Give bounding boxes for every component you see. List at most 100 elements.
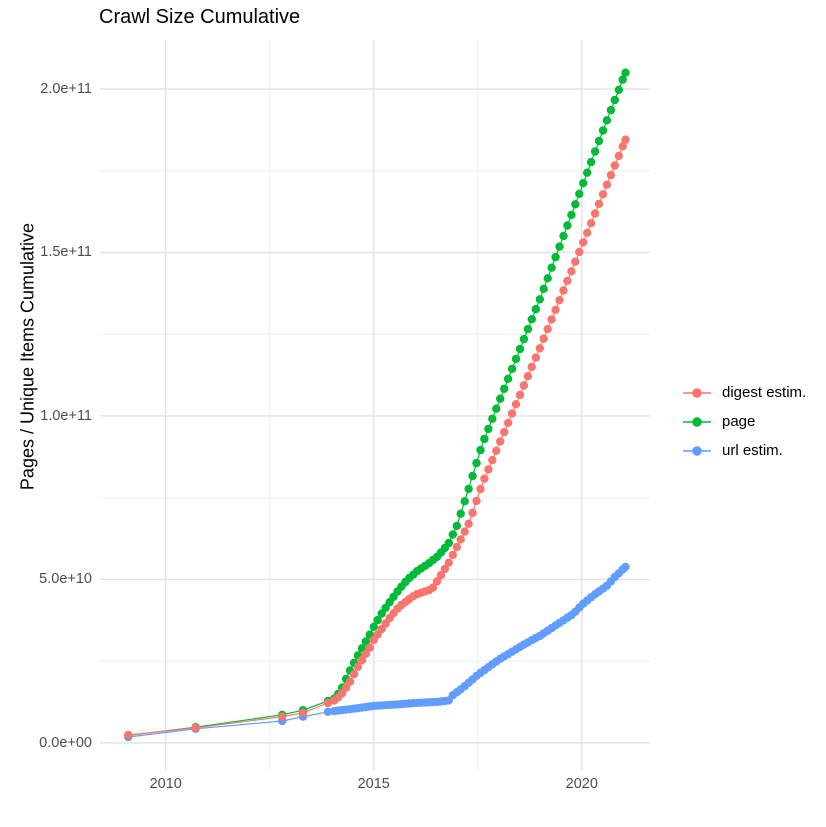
data-point xyxy=(579,238,588,247)
data-point xyxy=(480,434,489,444)
data-point xyxy=(464,484,473,494)
data-point xyxy=(559,286,568,295)
data-point xyxy=(594,136,604,146)
data-point xyxy=(575,189,584,198)
data-point xyxy=(464,519,473,528)
data-point xyxy=(621,68,630,77)
data-point xyxy=(571,200,580,209)
data-point xyxy=(436,571,446,580)
legend: digest estim. page url estim. xyxy=(681,378,806,465)
data-point xyxy=(551,252,560,262)
data-point xyxy=(444,558,453,567)
data-point xyxy=(515,344,525,354)
series-digest-estim xyxy=(124,135,630,740)
data-point xyxy=(484,465,493,474)
data-point xyxy=(583,168,592,177)
data-point xyxy=(555,242,564,251)
data-point xyxy=(448,550,457,560)
data-point xyxy=(621,135,630,144)
data-point xyxy=(602,116,612,125)
data-point xyxy=(444,538,453,548)
data-point xyxy=(571,257,580,266)
legend-item-page: page xyxy=(681,407,806,436)
data-point xyxy=(484,424,493,434)
data-point xyxy=(559,231,568,241)
data-point xyxy=(610,161,619,170)
gridlines-minor xyxy=(100,40,650,770)
data-point xyxy=(365,643,374,652)
data-point xyxy=(598,190,608,199)
data-point xyxy=(583,228,592,237)
data-point xyxy=(468,471,477,481)
data-point xyxy=(535,295,544,304)
data-point xyxy=(353,662,363,671)
gridlines-major xyxy=(100,40,650,770)
legend-key-page-icon xyxy=(683,416,711,427)
data-point xyxy=(456,509,465,518)
x-tick-label: 2020 xyxy=(565,776,598,792)
data-point xyxy=(460,527,469,536)
data-point xyxy=(614,85,623,95)
data-point xyxy=(594,199,604,209)
y-tick-label: 1.5e+11 xyxy=(40,244,92,261)
data-point xyxy=(590,209,600,218)
data-point xyxy=(547,263,556,272)
data-point xyxy=(586,157,596,167)
data-point xyxy=(547,315,556,324)
data-point xyxy=(448,530,457,539)
data-point xyxy=(345,677,355,686)
data-point xyxy=(551,305,560,314)
data-point xyxy=(452,542,461,552)
data-point xyxy=(191,723,200,732)
legend-label-digest-estim: digest estim. xyxy=(722,384,807,401)
data-point xyxy=(440,564,450,574)
data-point xyxy=(527,362,536,372)
data-point xyxy=(539,334,548,343)
data-point xyxy=(563,276,572,286)
y-tick-label: 5.0e+10 xyxy=(39,571,92,588)
data-point xyxy=(476,484,485,494)
data-point xyxy=(543,324,552,334)
data-point xyxy=(618,75,627,84)
legend-item-url-estim: url estim. xyxy=(681,436,806,465)
legend-key-url-icon xyxy=(683,445,711,456)
data-point xyxy=(357,656,367,665)
data-point xyxy=(432,577,442,586)
data-point xyxy=(500,427,509,437)
data-point xyxy=(369,622,378,631)
data-point xyxy=(480,474,489,483)
data-point xyxy=(452,521,461,531)
legend-label-url-estim: url estim. xyxy=(722,442,783,459)
data-point xyxy=(531,353,540,362)
data-point xyxy=(563,221,572,230)
data-point xyxy=(361,637,370,646)
data-point xyxy=(618,142,627,151)
data-point xyxy=(531,305,540,314)
x-tick-label: 2010 xyxy=(149,776,182,792)
data-point xyxy=(515,390,525,400)
data-point xyxy=(460,497,469,506)
data-point xyxy=(610,95,619,105)
data-point xyxy=(539,284,548,293)
data-point xyxy=(503,374,513,383)
data-point xyxy=(523,324,533,334)
data-point xyxy=(579,179,588,188)
data-point xyxy=(586,219,596,228)
data-point xyxy=(488,414,497,423)
series-url-estim xyxy=(124,562,630,742)
data-point xyxy=(298,708,308,717)
data-point xyxy=(511,354,521,364)
data-point xyxy=(500,384,509,393)
legend-item-digest-estim: digest estim. xyxy=(681,378,806,407)
x-tick-label: 2015 xyxy=(357,776,390,792)
y-tick-label: 1.0e+11 xyxy=(40,407,92,424)
data-point xyxy=(606,105,616,115)
data-point xyxy=(535,344,544,353)
data-point xyxy=(468,508,477,517)
data-point xyxy=(567,267,576,276)
data-point xyxy=(323,707,333,716)
data-point xyxy=(349,670,359,679)
data-point xyxy=(519,381,529,390)
data-point xyxy=(488,455,497,465)
